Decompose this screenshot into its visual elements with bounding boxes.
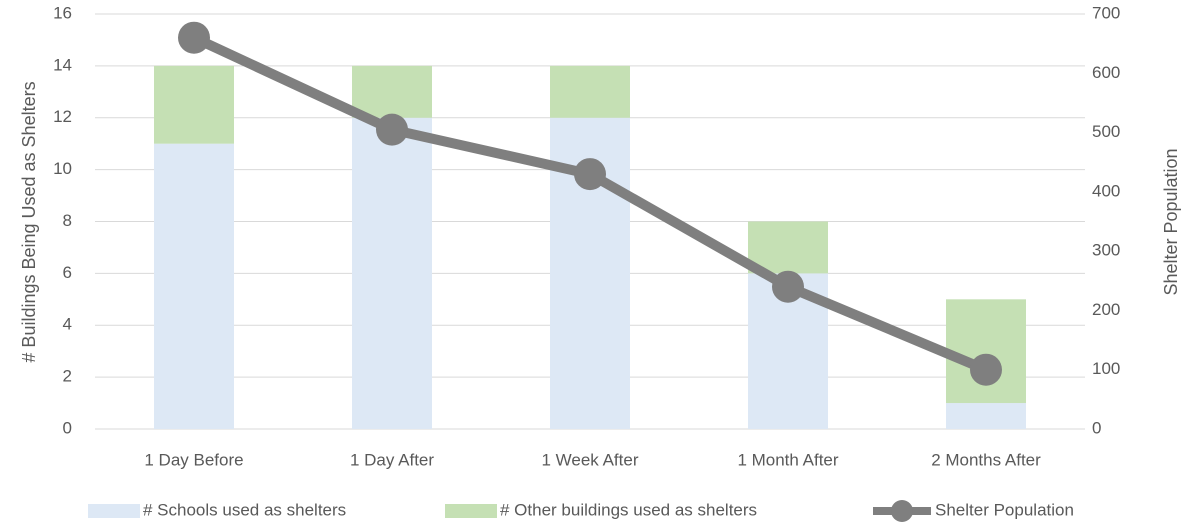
y-tick-label: 10 — [53, 159, 72, 178]
y-tick-label: 6 — [63, 263, 72, 282]
line-marker — [970, 354, 1002, 386]
y2-tick-label: 700 — [1092, 3, 1120, 22]
x-tick-label: 1 Month After — [737, 450, 838, 469]
y2-tick-label: 300 — [1092, 241, 1120, 260]
legend-swatch-marker — [891, 500, 913, 522]
bar-segment — [550, 66, 630, 118]
bar-segment — [154, 144, 234, 429]
legend-label: Shelter Population — [935, 500, 1074, 519]
legend-swatch — [445, 504, 497, 518]
y2-tick-label: 100 — [1092, 359, 1120, 378]
chart: # Buildings Being Used as Shelters Shelt… — [0, 0, 1184, 525]
y2-tick-label: 400 — [1092, 181, 1120, 200]
bar-segment — [154, 66, 234, 144]
line-marker — [772, 271, 804, 303]
y2-tick-label: 0 — [1092, 418, 1101, 437]
x-tick-label: 1 Week After — [541, 450, 638, 469]
bar-segment — [352, 118, 432, 429]
y2-axis-title: Shelter Population — [1161, 148, 1181, 295]
bar-segment — [946, 403, 1026, 429]
page: {"chart_data": {"type": "bar", "stacked"… — [0, 0, 1184, 525]
x-tick-label: 2 Months After — [931, 450, 1041, 469]
x-tick-label: 1 Day Before — [144, 450, 243, 469]
line-marker — [178, 22, 210, 54]
legend-swatch — [88, 504, 140, 518]
y2-tick-label: 200 — [1092, 300, 1120, 319]
line-marker — [574, 158, 606, 190]
y-axis-title: # Buildings Being Used as Shelters — [19, 81, 39, 362]
y2-tick-label: 500 — [1092, 122, 1120, 141]
y-tick-label: 14 — [53, 55, 72, 74]
bar-segment — [946, 299, 1026, 403]
x-tick-label: 1 Day After — [350, 450, 434, 469]
y-tick-label: 16 — [53, 3, 72, 22]
y-tick-label: 2 — [63, 367, 72, 386]
y-tick-label: 4 — [63, 315, 72, 334]
legend-label: # Other buildings used as shelters — [500, 500, 757, 519]
y2-tick-label: 600 — [1092, 63, 1120, 82]
y-tick-label: 8 — [63, 211, 72, 230]
y-tick-label: 0 — [63, 418, 72, 437]
line-marker — [376, 114, 408, 146]
legend-label: # Schools used as shelters — [143, 500, 346, 519]
bar-segment — [352, 66, 432, 118]
y-tick-label: 12 — [53, 107, 72, 126]
